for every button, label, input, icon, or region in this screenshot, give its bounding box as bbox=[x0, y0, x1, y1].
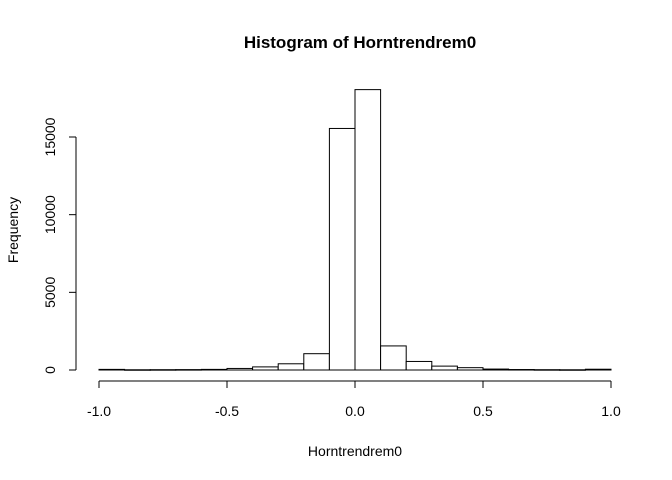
y-tick-label-1: 5000 bbox=[42, 277, 58, 308]
histogram-bar-12 bbox=[405, 360, 433, 371]
x-axis: -1.0 -0.5 0.0 0.5 1.0 bbox=[87, 380, 621, 419]
histogram-bar-19 bbox=[584, 368, 612, 371]
x-axis-label: Horntrendrem0 bbox=[308, 443, 402, 459]
bars-group bbox=[98, 89, 612, 371]
histogram-bar-0 bbox=[98, 368, 126, 371]
histogram-bar-9 bbox=[328, 127, 356, 371]
histogram-bar-18 bbox=[559, 369, 586, 371]
x-tick-label-4: 1.0 bbox=[601, 403, 621, 419]
y-tick-label-2: 10000 bbox=[42, 195, 58, 234]
histogram-bar-3 bbox=[175, 369, 202, 371]
histogram-bar-16 bbox=[508, 369, 535, 371]
y-tick-label-3: 15000 bbox=[42, 117, 58, 156]
histogram-bar-14 bbox=[456, 367, 484, 371]
chart-title: Histogram of Horntrendrem0 bbox=[244, 33, 476, 52]
histogram-bar-7 bbox=[277, 363, 305, 371]
x-tick-label-0: -1.0 bbox=[87, 403, 111, 419]
histogram-bar-6 bbox=[252, 366, 279, 371]
y-tick-label-0: 0 bbox=[42, 366, 58, 374]
histogram-bar-11 bbox=[380, 345, 407, 371]
histogram-bar-2 bbox=[149, 369, 177, 371]
x-tick-label-1: -0.5 bbox=[215, 403, 239, 419]
histogram-bar-15 bbox=[482, 368, 510, 371]
x-tick-label-2: 0.0 bbox=[345, 403, 365, 419]
histogram-bar-1 bbox=[124, 369, 151, 371]
histogram-bar-10 bbox=[354, 89, 382, 371]
y-axis: 0 5000 10000 15000 bbox=[42, 117, 77, 374]
x-tick-label-3: 0.5 bbox=[473, 403, 493, 419]
histogram-bar-5 bbox=[226, 367, 254, 371]
histogram-bar-13 bbox=[431, 365, 458, 371]
histogram-bar-8 bbox=[303, 353, 330, 371]
histogram-bar-4 bbox=[200, 368, 228, 371]
y-axis-label: Frequency bbox=[5, 197, 21, 263]
histogram-bar-17 bbox=[533, 369, 561, 371]
